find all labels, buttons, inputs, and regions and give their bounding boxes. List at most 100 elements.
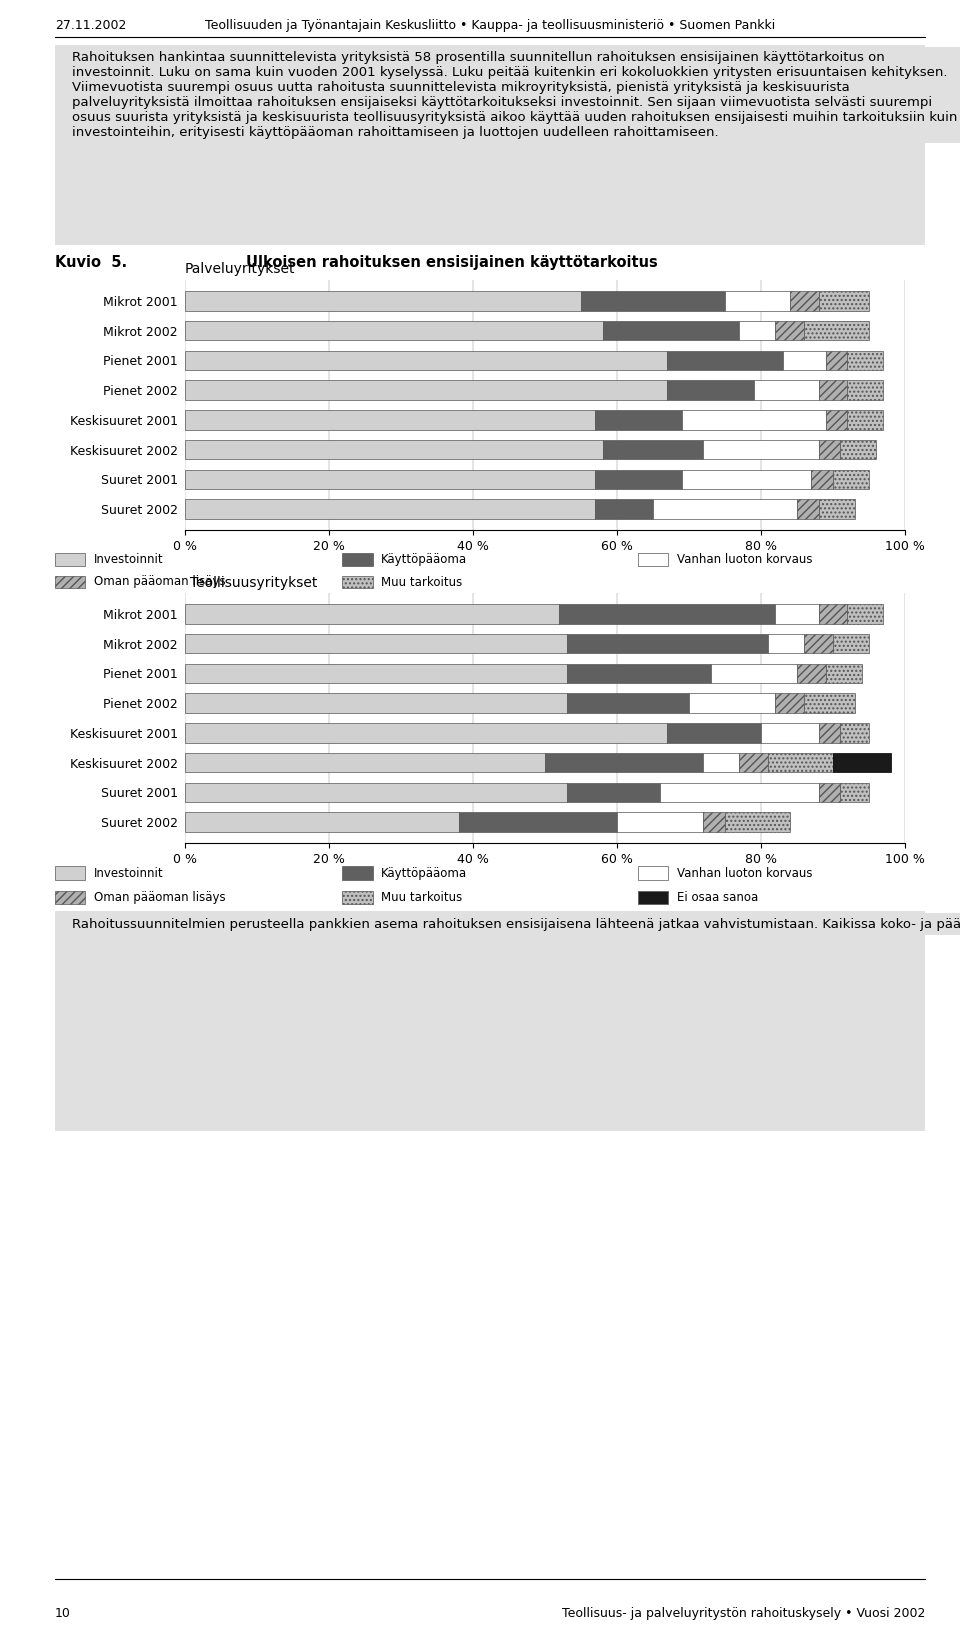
- Text: Vanhan luoton korvaus: Vanhan luoton korvaus: [677, 552, 812, 565]
- Bar: [185, 321, 603, 341]
- Bar: [682, 410, 826, 429]
- Bar: [682, 470, 811, 488]
- Bar: [185, 664, 566, 683]
- Bar: [819, 380, 848, 400]
- Text: Muu tarkoitus: Muu tarkoitus: [381, 892, 463, 905]
- Text: Teollisuus- ja palveluyritystön rahoituskysely • Vuosi 2002: Teollisuus- ja palveluyritystön rahoitus…: [562, 1608, 925, 1619]
- Bar: [710, 664, 797, 683]
- Bar: [833, 470, 869, 488]
- Text: Rahoitussuunnitelmien perusteella pankkien asema rahoituksen ensisijaisena lähte: Rahoitussuunnitelmien perusteella pankki…: [72, 918, 960, 931]
- Bar: [840, 723, 869, 742]
- Bar: [725, 813, 790, 831]
- Bar: [797, 500, 819, 518]
- Bar: [595, 500, 653, 518]
- Bar: [660, 782, 819, 801]
- Bar: [826, 351, 848, 370]
- Bar: [545, 752, 704, 772]
- Bar: [185, 380, 667, 400]
- Bar: [55, 890, 85, 905]
- Bar: [739, 321, 776, 341]
- Text: Investoinnit: Investoinnit: [94, 867, 164, 880]
- Bar: [595, 410, 682, 429]
- Bar: [637, 552, 668, 565]
- Bar: [826, 664, 862, 683]
- Bar: [55, 575, 85, 588]
- Bar: [761, 723, 819, 742]
- Bar: [840, 439, 876, 459]
- Bar: [776, 693, 804, 713]
- Bar: [185, 292, 581, 311]
- Bar: [185, 634, 566, 654]
- Text: Investoinnit: Investoinnit: [94, 552, 164, 565]
- Bar: [804, 634, 833, 654]
- Text: Vanhan luoton korvaus: Vanhan luoton korvaus: [677, 867, 812, 880]
- Text: Kuvio  5.: Kuvio 5.: [55, 256, 127, 270]
- Bar: [811, 470, 833, 488]
- Bar: [653, 500, 797, 518]
- Bar: [667, 351, 782, 370]
- Text: 10: 10: [55, 1608, 71, 1619]
- Bar: [754, 380, 819, 400]
- Bar: [566, 782, 660, 801]
- Bar: [560, 605, 776, 624]
- Bar: [848, 380, 883, 400]
- Bar: [826, 410, 848, 429]
- Bar: [848, 410, 883, 429]
- Bar: [725, 292, 790, 311]
- Bar: [819, 605, 848, 624]
- Bar: [768, 752, 833, 772]
- Bar: [819, 723, 840, 742]
- Text: Ulkoisen rahoituksen ensisijainen käyttötarkoitus: Ulkoisen rahoituksen ensisijainen käyttö…: [247, 256, 659, 270]
- Bar: [55, 552, 85, 565]
- Bar: [581, 292, 725, 311]
- Bar: [739, 752, 768, 772]
- Bar: [804, 321, 869, 341]
- Text: Palveluyritykset: Palveluyritykset: [185, 262, 296, 275]
- Bar: [833, 634, 869, 654]
- Bar: [185, 752, 545, 772]
- Bar: [185, 605, 560, 624]
- Bar: [804, 693, 854, 713]
- Bar: [819, 292, 869, 311]
- Bar: [667, 723, 761, 742]
- Bar: [840, 782, 869, 801]
- Bar: [819, 500, 854, 518]
- Bar: [704, 752, 739, 772]
- Bar: [833, 752, 891, 772]
- Bar: [797, 664, 826, 683]
- Bar: [848, 351, 883, 370]
- Bar: [776, 321, 804, 341]
- Text: Teollisuusyritykset: Teollisuusyritykset: [190, 575, 317, 590]
- Bar: [185, 470, 595, 488]
- Bar: [342, 552, 372, 565]
- Bar: [790, 292, 819, 311]
- Bar: [704, 439, 819, 459]
- Bar: [566, 634, 768, 654]
- Bar: [848, 605, 883, 624]
- Bar: [55, 867, 85, 880]
- Bar: [704, 813, 725, 831]
- Text: Muu tarkoitus: Muu tarkoitus: [381, 575, 463, 588]
- Bar: [342, 575, 372, 588]
- Bar: [185, 439, 603, 459]
- Bar: [185, 723, 667, 742]
- Bar: [185, 693, 566, 713]
- Bar: [776, 605, 819, 624]
- Bar: [459, 813, 617, 831]
- Bar: [637, 890, 668, 905]
- Bar: [185, 782, 566, 801]
- Bar: [617, 813, 704, 831]
- Bar: [185, 500, 595, 518]
- Bar: [782, 351, 826, 370]
- Bar: [185, 813, 459, 831]
- Bar: [566, 693, 689, 713]
- Bar: [566, 664, 710, 683]
- Bar: [819, 439, 840, 459]
- Text: Teollisuuden ja Työnantajain Keskusliitto • Kauppa- ja teollisuusministeriö • Su: Teollisuuden ja Työnantajain Keskusliitt…: [204, 18, 775, 31]
- Bar: [637, 867, 668, 880]
- Bar: [595, 470, 682, 488]
- Bar: [689, 693, 776, 713]
- Text: Oman pääoman lisäys: Oman pääoman lisäys: [94, 892, 226, 905]
- Bar: [603, 439, 704, 459]
- Bar: [185, 351, 667, 370]
